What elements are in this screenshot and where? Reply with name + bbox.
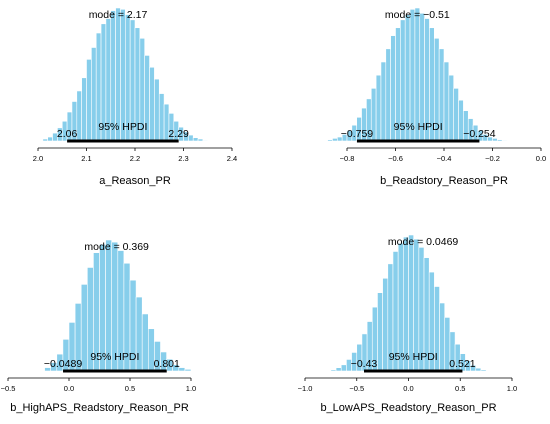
histogram-bars (327, 7, 508, 142)
histogram-bar (380, 61, 387, 142)
hpdi-upper-label: 2.29 (168, 128, 189, 140)
histogram-bar (42, 138, 48, 142)
panel-a-reason-pr: mode = 2.17 95% HPDI 2.06 2.29 2.0 2.1 2.2… (33, 7, 237, 187)
histogram-bar (158, 93, 165, 142)
x-axis: −0.5 0.0 0.5 1.0 (1, 377, 196, 393)
panel-b-lowaps-readstory-reason-pr: mode = 0.0469 95% HPDI −0.43 0.521 −1.0−… (298, 234, 517, 414)
histogram-bar (453, 88, 459, 142)
hpdi-lower-label: 2.06 (57, 128, 78, 140)
x-axis-title: b_Readstory_Reason_PR (380, 175, 508, 187)
histogram-bar (330, 369, 337, 372)
histogram-bars (44, 239, 192, 372)
mode-annotation: mode = 2.17 (89, 9, 148, 21)
x-tick-label: −0.2 (485, 154, 500, 163)
histogram-bar (202, 140, 209, 142)
histogram-bar (335, 367, 342, 372)
x-axis: −1.0 −0.5 0.0 0.5 1.0 (298, 377, 517, 393)
histogram-bar (340, 364, 347, 372)
histogram-bar (197, 138, 204, 142)
histogram-bar (184, 369, 192, 372)
x-tick-label: 0.0 (403, 384, 413, 393)
histogram-bar (332, 138, 338, 142)
x-tick-label: 2.2 (130, 154, 140, 163)
x-tick-label: 2.3 (178, 154, 188, 163)
x-axis-title: a_Reason_PR (99, 175, 171, 187)
panel-b-readstory-reason-pr: mode = −0.51 95% HPDI −0.759 −0.254 −0.8… (327, 7, 546, 187)
x-tick-label: 0.0 (64, 384, 74, 393)
hpdi-lower-label: −0.759 (341, 128, 374, 140)
hpdi-lower-label: −0.43 (351, 358, 378, 370)
hpdi-upper-label: 0.521 (449, 358, 475, 370)
histogram-bar (439, 302, 446, 372)
histogram-bars (42, 7, 209, 142)
histogram-bar (448, 74, 455, 142)
hpdi-label: 95% HPDI (394, 121, 443, 133)
hpdi-upper-label: 0.801 (154, 358, 180, 370)
histogram-bar (81, 77, 87, 142)
hpdi-label: 95% HPDI (98, 121, 147, 133)
histogram-bar (497, 139, 503, 142)
mode-annotation: mode = −0.51 (385, 9, 450, 21)
histogram-bar (91, 47, 97, 142)
histogram-bars (330, 234, 487, 372)
x-tick-label: −1.0 (298, 384, 313, 393)
hpdi-label: 95% HPDI (389, 351, 438, 363)
x-tick-label: 2.0 (33, 154, 43, 163)
x-axis: 2.0 2.1 2.2 2.3 2.4 (33, 147, 237, 163)
histogram-bar (382, 277, 389, 372)
mode-annotation: mode = 0.0469 (388, 236, 459, 248)
histogram-bar (47, 136, 53, 142)
histogram-bar (501, 140, 508, 142)
hpdi-label: 95% HPDI (90, 351, 139, 363)
histogram-bar (385, 48, 391, 142)
histogram-bar (192, 137, 199, 142)
histogram-bar (154, 78, 160, 142)
x-tick-label: 2.4 (227, 154, 237, 163)
x-tick-label: −0.8 (340, 154, 355, 163)
x-tick-label: −0.6 (388, 154, 403, 163)
histogram-bar (375, 74, 382, 142)
x-tick-label: −0.4 (437, 154, 452, 163)
x-axis-title: b_LowAPS_Readstory_Reason_PR (320, 402, 496, 414)
x-tick-label: −0.5 (349, 384, 364, 393)
mode-annotation: mode = 0.369 (84, 241, 149, 253)
x-axis: −0.8 −0.6 −0.4 −0.2 0.0 (340, 147, 546, 163)
hpdi-lower-label: −0.0489 (44, 358, 82, 370)
x-tick-label: 2.1 (81, 154, 91, 163)
x-axis-title: b_HighAPS_Readstory_Reason_PR (10, 402, 189, 414)
x-tick-label: 1.0 (507, 384, 517, 393)
histogram-bar (76, 90, 82, 142)
histogram-bar (443, 61, 450, 142)
histogram-bar (141, 313, 149, 372)
x-tick-label: 1.0 (186, 384, 196, 393)
panel-b-highaps-readstory-reason-pr: mode = 0.369 95% HPDI −0.0489 0.801 −0.5… (1, 239, 196, 414)
x-tick-label: 0.5 (455, 384, 465, 393)
x-tick-label: −0.5 (1, 384, 16, 393)
x-tick-label: 0.0 (536, 154, 546, 163)
hpdi-upper-label: −0.254 (463, 128, 496, 140)
histogram-bar (86, 59, 92, 142)
histogram-bar (475, 367, 482, 372)
histogram-bar (149, 66, 155, 142)
histogram-bar (188, 134, 194, 142)
histogram-bar (480, 369, 487, 372)
histogram-bar (377, 292, 383, 372)
x-tick-label: 0.5 (125, 384, 135, 393)
histogram-bar (327, 139, 333, 142)
